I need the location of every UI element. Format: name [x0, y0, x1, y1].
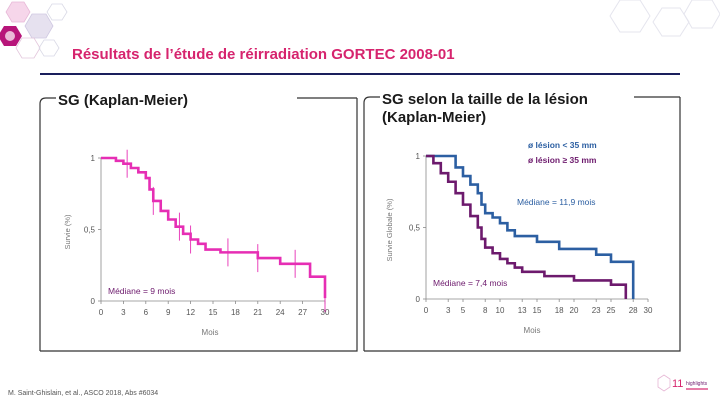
- y-axis-label: Survie Globale (%): [385, 198, 394, 261]
- y-tick-label: 0: [416, 295, 421, 304]
- x-tick-label: 28: [629, 306, 638, 315]
- panel-frame-bottom: [364, 97, 681, 352]
- logo-number: 11: [672, 378, 683, 390]
- km-curve-0: [101, 156, 327, 299]
- x-tick-label: 18: [231, 308, 240, 317]
- x-axis-label: Mois: [202, 328, 219, 337]
- y-tick-label: 1: [91, 154, 96, 163]
- panel-frame-bottom: [40, 98, 358, 352]
- reference-citation: M. Saint-Ghislain, et al., ASCO 2018, Ab…: [8, 390, 159, 397]
- x-tick-label: 24: [276, 308, 285, 317]
- x-tick-label: 23: [592, 306, 601, 315]
- x-tick-label: 27: [298, 308, 307, 317]
- x-tick-label: 9: [166, 308, 171, 317]
- x-tick-label: 5: [461, 306, 466, 315]
- y-tick-label: 0: [91, 297, 96, 306]
- median-annotation: Médiane = 7,4 mois: [433, 278, 507, 288]
- x-tick-label: 20: [570, 306, 579, 315]
- logo-text: highlights: [686, 381, 708, 387]
- highlights-logo: 11 highlights: [657, 374, 708, 392]
- legend-entry: ø lésion ≥ 35 mm: [528, 155, 597, 165]
- x-tick-label: 30: [321, 308, 330, 317]
- x-axis-label: Mois: [524, 326, 541, 335]
- x-tick-label: 21: [253, 308, 262, 317]
- hexagon-decoration: [0, 1, 68, 59]
- x-tick-label: 30: [644, 306, 653, 315]
- x-tick-label: 10: [496, 306, 505, 315]
- x-tick-label: 8: [483, 306, 488, 315]
- legend-entry: ø lésion < 35 mm: [528, 140, 597, 150]
- y-axis-label: Survie (%): [63, 214, 72, 250]
- right-chart-title: SG selon la taille de la lésion (Kaplan-…: [380, 91, 634, 127]
- x-tick-label: 0: [424, 306, 429, 315]
- x-tick-label: 6: [144, 308, 149, 317]
- km-curve-1: [426, 154, 628, 299]
- title-divider: [40, 73, 680, 75]
- median-annotation: Médiane = 11,9 mois: [517, 197, 596, 207]
- km-curve-0: [426, 154, 635, 299]
- y-tick-label: 1: [416, 152, 421, 161]
- x-tick-label: 3: [446, 306, 451, 315]
- x-tick-label: 18: [555, 306, 564, 315]
- panel-frame-left: [363, 96, 380, 351]
- x-tick-label: 13: [518, 306, 527, 315]
- hexagon-decoration-right: [609, 0, 720, 37]
- x-tick-label: 3: [121, 308, 126, 317]
- y-tick-label: 0,5: [409, 224, 421, 233]
- x-tick-label: 0: [99, 308, 104, 317]
- x-tick-label: 15: [209, 308, 218, 317]
- x-tick-label: 25: [607, 306, 616, 315]
- x-tick-label: 15: [533, 306, 542, 315]
- y-tick-label: 0,5: [84, 226, 96, 235]
- slide-title: Résultats de l’étude de réirradiation GO…: [72, 46, 455, 63]
- panel-frame-left: [39, 97, 56, 351]
- x-tick-label: 12: [186, 308, 195, 317]
- median-annotation: Médiane = 9 mois: [108, 286, 175, 296]
- left-chart-title: SG (Kaplan-Meier): [56, 92, 191, 110]
